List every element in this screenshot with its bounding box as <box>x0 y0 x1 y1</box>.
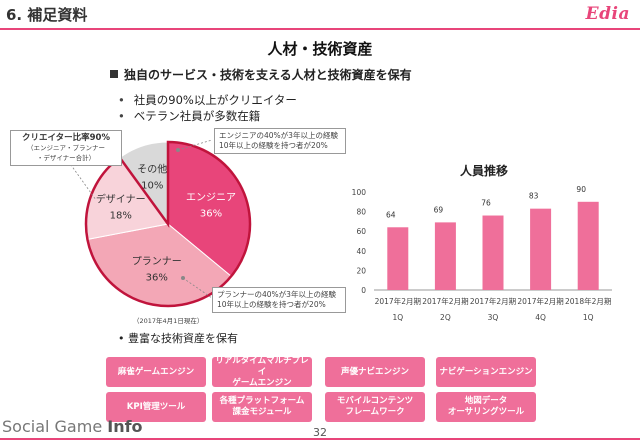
bullet-list: 社員の90%以上がクリエイター ベテラン社員が多数在籍 <box>118 92 297 124</box>
tech-asset-realtime-multiplay-engine: リアルタイムマルチプレイ ゲームエンジン <box>212 356 312 388</box>
bar-value-label: 76 <box>481 199 491 208</box>
leader-dot <box>176 148 180 152</box>
tech-assets-heading: • 豊富な技術資産を保有 <box>118 332 238 345</box>
bullet-item: ベテラン社員が多数在籍 <box>118 108 297 124</box>
planner-note-leader <box>182 277 213 299</box>
pie-slice-value: 10% <box>141 181 163 192</box>
bar <box>530 208 552 290</box>
planner-experience-note: プランナーの40%が3年以上の経験 10年以上の経験を持つ者が20% <box>212 287 346 313</box>
x-tick-label: 3Q <box>488 313 499 322</box>
engineer-note-line: 10年以上の経験を持つ者が20% <box>219 141 328 150</box>
bar <box>434 222 456 290</box>
social-game-info-watermark: Social Game Info <box>2 417 143 436</box>
pie-slice-value: 36% <box>146 273 168 284</box>
bar-value-label: 90 <box>576 185 586 194</box>
pie-slice-label: エンジニア <box>186 193 236 204</box>
square-bullet-icon <box>110 70 118 78</box>
data-date-note: （2017年4月1日現在） <box>133 317 204 325</box>
page-title: 人材・技術資産 <box>267 40 373 58</box>
x-tick-label: 1Q <box>583 313 594 322</box>
section-heading-text: 独自のサービス・技術を支える人材と技術資産を保有 <box>124 68 412 82</box>
bar-value-label: 64 <box>386 210 396 219</box>
bar-chart-title: 人員推移 <box>460 164 509 178</box>
creator-ratio-callout: クリエイター比率90% （エンジニア・プランナー ・デザイナー合計） <box>10 130 122 166</box>
pie-slice-value: 18% <box>110 210 132 221</box>
bullet-item: 社員の90%以上がクリエイター <box>118 92 297 108</box>
x-tick-label: 4Q <box>535 313 546 322</box>
x-tick-label: 2017年2月期 <box>375 296 421 306</box>
creator-ratio-title: クリエイター比率90% <box>21 133 110 143</box>
engineer-note-line: エンジニアの40%が3年以上の経験 <box>219 131 338 140</box>
planner-note-line: プランナーの40%が3年以上の経験 <box>217 290 336 299</box>
y-tick-label: 80 <box>356 208 366 217</box>
tech-asset-kpi-tool: KPI管理ツール <box>106 392 206 422</box>
x-tick-label: 1Q <box>392 313 403 322</box>
section-title: 6. 補足資料 <box>6 6 88 24</box>
x-tick-label: 2018年2月期 <box>565 296 611 306</box>
creator-highlight-outline <box>84 140 252 308</box>
creator-ratio-detail: （エンジニア・プランナー <box>27 144 105 152</box>
x-tick-label: 2017年2月期 <box>517 296 563 306</box>
bar-chart-bars: 64 69 76 83 90 <box>386 185 599 290</box>
pie-slice-label: デザイナー <box>96 192 146 205</box>
x-tick-label: 2017年2月期 <box>470 296 516 306</box>
y-tick-label: 0 <box>361 286 366 295</box>
bar <box>387 227 409 290</box>
bar-chart-axes: 0 20 40 60 80 100 2017年2月期 1Q 2017年2月期 2Q 2017年2月期… <box>352 188 612 322</box>
bar <box>577 201 599 290</box>
y-tick-label: 40 <box>356 247 366 256</box>
pie-slice-label: プランナー <box>132 256 182 268</box>
pie-slice-value: 36% <box>200 209 222 220</box>
engineer-experience-note: エンジニアの40%が3年以上の経験 10年以上の経験を持つ者が20% <box>214 128 346 154</box>
bar-value-label: 83 <box>529 192 539 201</box>
page-number: 32 <box>313 426 327 439</box>
planner-note-line: 10年以上の経験を持つ者が20% <box>217 300 326 309</box>
tech-asset-voice-navi-engine: 声優ナビエンジン <box>325 357 425 387</box>
tech-asset-navigation-engine: ナビゲーションエンジン <box>436 357 536 387</box>
bar <box>482 215 504 290</box>
bar-value-label: 69 <box>434 205 444 214</box>
engineer-note-leader <box>177 139 213 151</box>
pie-slice-label: その他 <box>137 163 167 176</box>
tech-asset-mahjong-engine: 麻雀ゲームエンジン <box>106 357 206 387</box>
creator-ratio-detail: ・デザイナー合計） <box>36 154 96 162</box>
y-tick-label: 100 <box>352 188 367 197</box>
tech-asset-mobile-framework: モバイルコンテンツ フレームワーク <box>325 392 425 422</box>
tech-asset-map-authoring-tool: 地図データ オーサリングツール <box>436 392 536 422</box>
footer-divider <box>0 438 640 440</box>
y-tick-label: 20 <box>356 266 366 275</box>
x-tick-label: 2Q <box>440 313 451 322</box>
leader-dot <box>181 276 185 280</box>
edia-logo: Edia <box>585 4 630 24</box>
tech-asset-billing-module: 各種プラットフォーム 課金モジュール <box>212 392 312 422</box>
section-heading: 独自のサービス・技術を支える人材と技術資産を保有 <box>110 66 412 83</box>
pie-labels: エンジニア 36% プランナー 36% デザイナー 18% その他 10% <box>96 163 236 284</box>
x-tick-label: 2017年2月期 <box>422 296 468 306</box>
header-divider <box>0 28 640 30</box>
y-tick-label: 60 <box>356 227 366 236</box>
